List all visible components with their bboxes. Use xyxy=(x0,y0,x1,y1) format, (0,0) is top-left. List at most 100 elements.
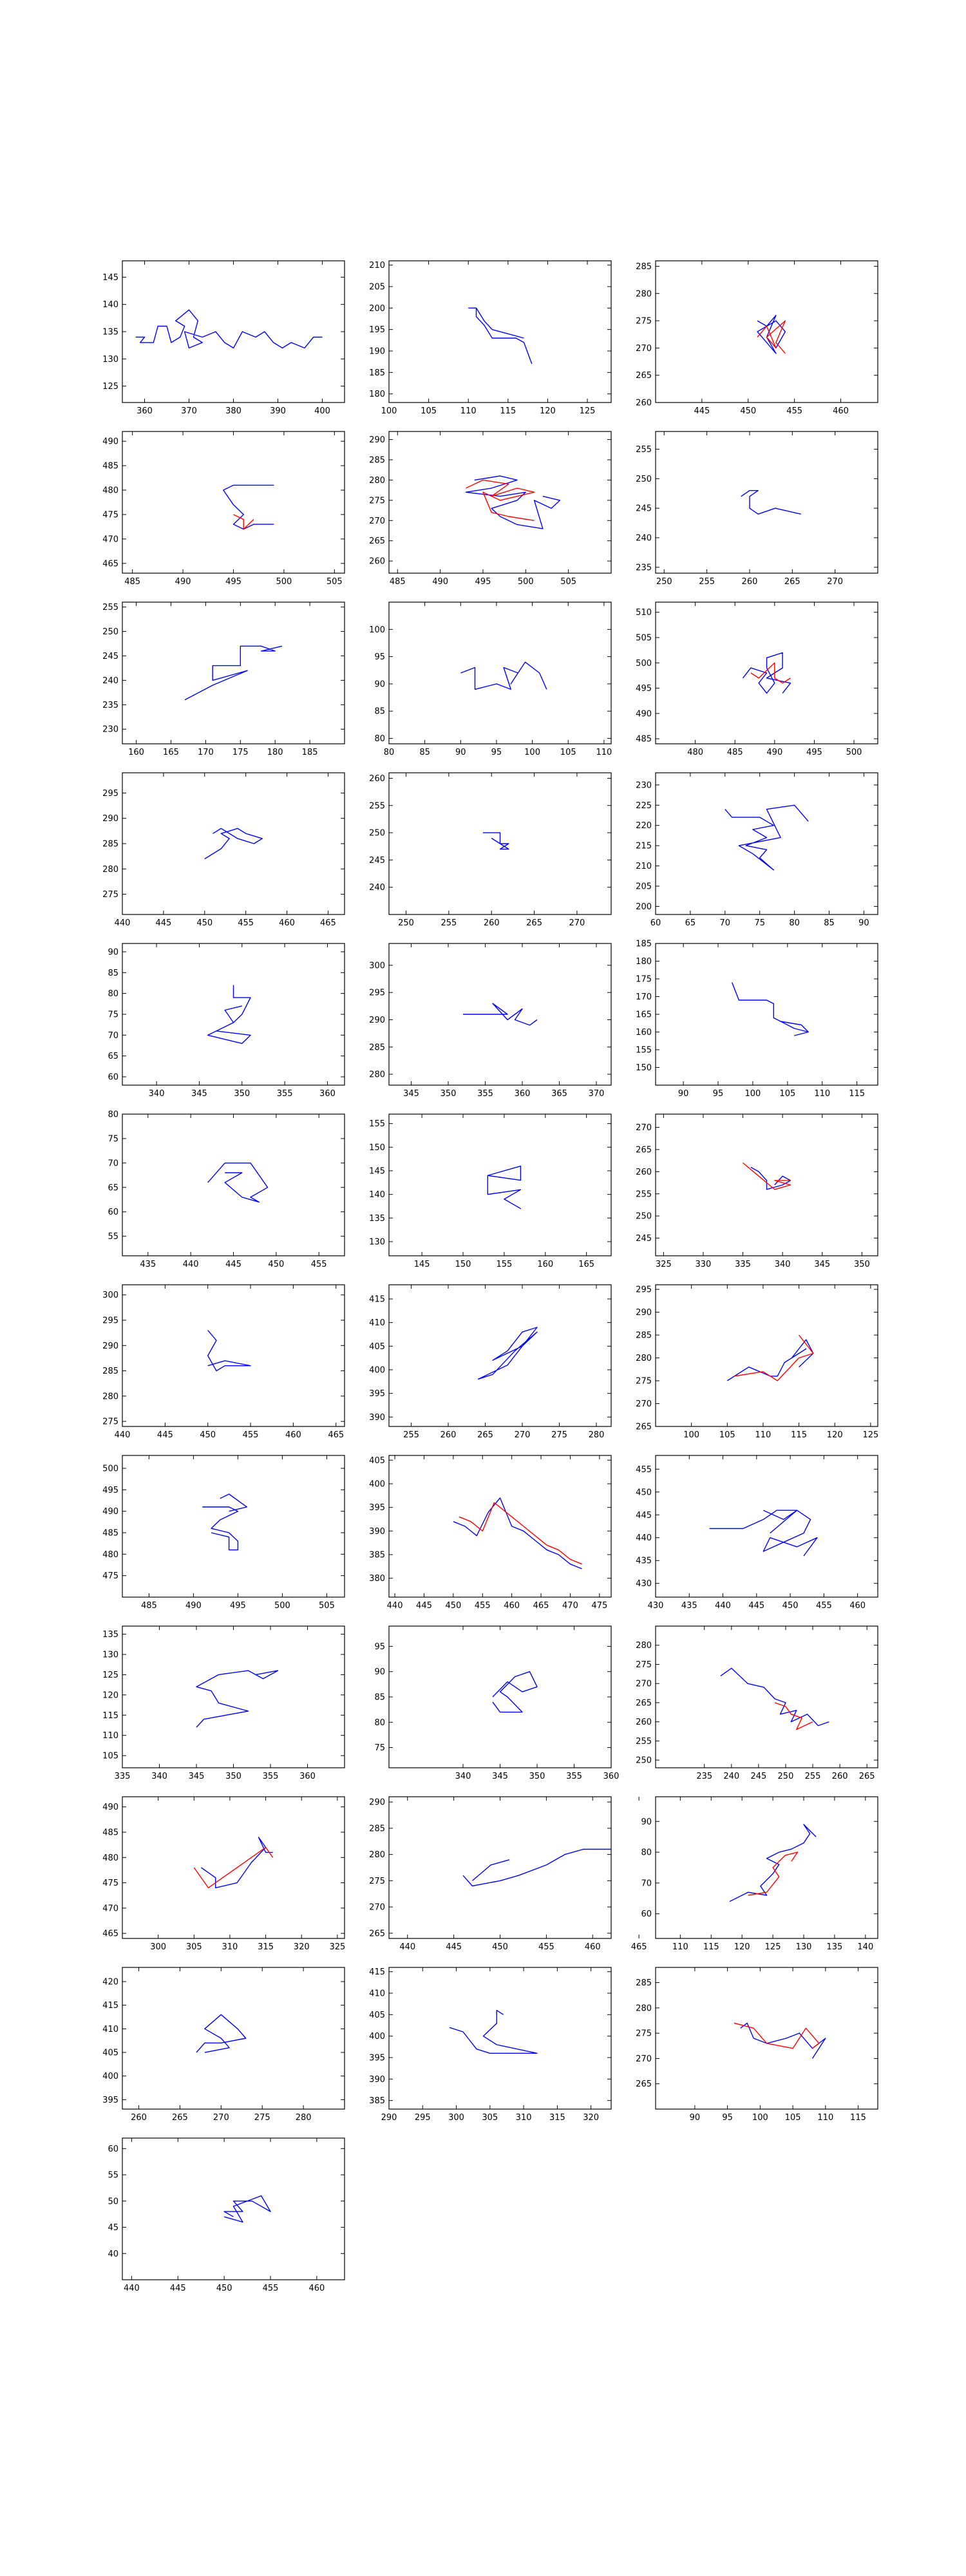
y-tick-label: 435 xyxy=(636,1557,652,1566)
series-red-line xyxy=(757,320,786,354)
axes-frame xyxy=(655,1455,878,1598)
x-tick-label: 110 xyxy=(755,1430,772,1440)
y-tick-label: 110 xyxy=(102,1731,118,1741)
y-tick-label: 275 xyxy=(369,496,385,506)
x-tick-label: 365 xyxy=(551,1089,567,1099)
x-tick-label: 275 xyxy=(254,2113,270,2123)
subplot-2: 100 105 110 115 120 125 180 185 190 195 200 205 210 xyxy=(369,260,612,416)
y-tick-label: 265 xyxy=(636,371,652,381)
x-tick-label: 475 xyxy=(591,1601,607,1611)
y-tick-label: 270 xyxy=(636,1680,652,1689)
x-tick-label: 90 xyxy=(690,2113,701,2123)
y-tick-label: 135 xyxy=(102,1630,118,1640)
axes-frame xyxy=(122,772,345,915)
series-red-line xyxy=(750,662,791,684)
y-tick-label: 125 xyxy=(102,382,118,392)
axes-frame xyxy=(655,431,878,574)
x-tick-label: 460 xyxy=(285,1430,301,1440)
y-tick-label: 475 xyxy=(102,1879,118,1888)
y-tick-label: 135 xyxy=(102,328,118,337)
x-tick-label: 130 xyxy=(796,1942,812,1952)
x-tick-label: 335 xyxy=(735,1260,751,1269)
y-tick-label: 470 xyxy=(102,535,118,544)
y-tick-label: 230 xyxy=(102,725,118,735)
axes-frame xyxy=(655,772,878,915)
x-tick-label: 455 xyxy=(243,1430,259,1440)
y-tick-label: 220 xyxy=(636,821,652,831)
y-tick-label: 265 xyxy=(369,536,385,546)
x-tick-label: 445 xyxy=(155,918,171,928)
x-tick-label: 260 xyxy=(742,577,758,587)
series-blue-line xyxy=(492,1671,538,1713)
series-blue-line xyxy=(207,985,251,1045)
subplot-3: 445 450 455 460 260 265 270 275 280 285 xyxy=(636,260,878,416)
y-tick-label: 185 xyxy=(636,940,652,949)
x-tick-label: 350 xyxy=(529,1772,545,1781)
y-tick-label: 60 xyxy=(108,1208,118,1217)
x-tick-label: 490 xyxy=(432,577,448,587)
y-tick-label: 275 xyxy=(369,1877,385,1886)
axes-frame xyxy=(655,260,878,403)
x-tick-label: 320 xyxy=(294,1942,310,1952)
x-tick-label: 465 xyxy=(631,1942,647,1952)
x-tick-label: 265 xyxy=(859,1772,875,1781)
y-tick-label: 265 xyxy=(369,1929,385,1938)
y-tick-label: 475 xyxy=(102,510,118,520)
y-tick-label: 90 xyxy=(108,947,118,957)
subplot-9: 480 485 490 495 500 485 490 495 500 505 510 xyxy=(636,601,878,757)
series-red-line xyxy=(748,1852,799,1896)
series-blue-line xyxy=(709,1510,818,1557)
y-tick-label: 300 xyxy=(369,961,385,971)
x-tick-label: 250 xyxy=(398,918,414,928)
x-tick-label: 460 xyxy=(849,1601,866,1611)
x-tick-label: 350 xyxy=(440,1089,457,1099)
y-tick-label: 225 xyxy=(636,801,652,811)
series-blue-line xyxy=(462,1848,611,1887)
x-tick-label: 125 xyxy=(765,1942,781,1952)
y-tick-label: 290 xyxy=(102,1341,118,1351)
x-tick-label: 115 xyxy=(500,406,516,416)
y-tick-label: 280 xyxy=(369,1850,385,1860)
x-tick-label: 465 xyxy=(533,1601,549,1611)
y-tick-label: 160 xyxy=(636,1028,652,1037)
x-tick-label: 310 xyxy=(222,1942,238,1952)
x-tick-label: 235 xyxy=(696,1772,712,1781)
x-tick-label: 445 xyxy=(748,1601,764,1611)
axes-frame xyxy=(655,1967,878,2110)
y-tick-label: 470 xyxy=(102,1904,118,1913)
x-tick-label: 90 xyxy=(455,748,466,757)
subplot-23: 440 445 450 455 460 465 470 475 380 385 390 395 400 4… xyxy=(369,1455,612,1611)
x-tick-label: 500 xyxy=(274,1601,290,1611)
x-tick-label: 85 xyxy=(419,748,430,757)
y-tick-label: 285 xyxy=(369,1824,385,1833)
x-tick-label: 260 xyxy=(832,1772,848,1781)
x-tick-label: 255 xyxy=(699,577,715,587)
y-tick-label: 410 xyxy=(102,2025,118,2034)
x-tick-label: 150 xyxy=(455,1260,471,1269)
y-tick-label: 490 xyxy=(102,1507,118,1517)
subplot-10: 440 445 450 455 460 465 275 280 285 290 295 xyxy=(102,772,345,928)
x-tick-label: 280 xyxy=(589,1430,605,1440)
y-tick-label: 65 xyxy=(108,1183,118,1193)
x-tick-label: 445 xyxy=(416,1601,432,1611)
y-tick-label: 75 xyxy=(374,1743,385,1753)
series-red-line xyxy=(466,479,535,521)
series-blue-line xyxy=(207,1330,251,1372)
subplot-19: 440 445 450 455 460 465 275 280 285 290 295 300 xyxy=(102,1284,345,1440)
axes-frame xyxy=(122,1967,345,2110)
y-tick-label: 130 xyxy=(102,1651,118,1660)
y-tick-label: 400 xyxy=(369,1366,385,1376)
series-blue-line xyxy=(463,1003,538,1026)
x-tick-label: 125 xyxy=(862,1430,878,1440)
y-tick-label: 260 xyxy=(636,1168,652,1177)
x-tick-label: 450 xyxy=(268,1260,284,1269)
y-tick-label: 60 xyxy=(108,2145,118,2154)
x-tick-label: 115 xyxy=(849,1089,865,1099)
x-tick-label: 440 xyxy=(387,1601,403,1611)
x-tick-label: 115 xyxy=(791,1430,807,1440)
x-tick-label: 100 xyxy=(752,2113,768,2123)
y-tick-label: 275 xyxy=(636,1377,652,1387)
y-tick-label: 295 xyxy=(102,789,118,799)
series-red-line xyxy=(459,1502,582,1565)
